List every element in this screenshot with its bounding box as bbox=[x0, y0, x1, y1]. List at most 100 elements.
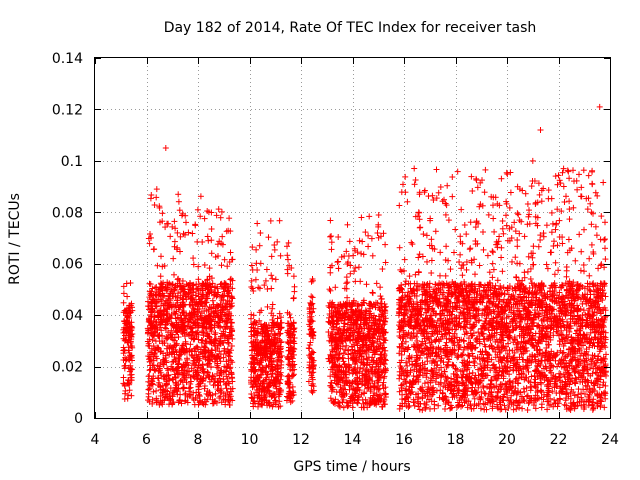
data-point bbox=[167, 233, 174, 240]
data-point bbox=[563, 273, 570, 280]
data-point bbox=[308, 278, 315, 285]
data-point bbox=[192, 222, 199, 229]
data-point bbox=[213, 335, 219, 342]
data-point bbox=[563, 193, 569, 200]
data-point bbox=[218, 208, 225, 215]
data-point bbox=[577, 193, 584, 200]
data-point bbox=[447, 266, 454, 273]
data-point bbox=[127, 353, 134, 360]
data-point bbox=[126, 349, 133, 356]
data-point bbox=[127, 309, 134, 316]
data-point bbox=[225, 394, 232, 401]
data-point bbox=[363, 281, 370, 288]
data-point bbox=[355, 264, 362, 271]
data-point bbox=[125, 337, 132, 343]
data-point bbox=[565, 236, 572, 243]
data-point bbox=[175, 191, 182, 198]
data-point bbox=[176, 352, 183, 359]
data-point bbox=[528, 183, 535, 190]
data-point bbox=[128, 392, 135, 399]
data-point bbox=[249, 266, 256, 273]
data-point bbox=[366, 213, 373, 220]
data-point bbox=[578, 248, 585, 255]
data-point bbox=[352, 278, 359, 285]
data-point bbox=[519, 405, 526, 412]
data-point bbox=[177, 378, 184, 384]
data-point bbox=[165, 329, 171, 336]
data-point bbox=[581, 226, 587, 233]
data-point bbox=[382, 241, 389, 248]
data-point bbox=[524, 407, 531, 413]
data-point bbox=[277, 252, 284, 259]
data-point bbox=[225, 398, 232, 405]
data-point bbox=[602, 245, 608, 252]
data-point bbox=[151, 202, 158, 208]
data-point bbox=[205, 357, 212, 364]
data-point bbox=[377, 284, 384, 291]
data-point bbox=[515, 211, 522, 218]
data-point bbox=[602, 313, 609, 320]
scatter-points bbox=[120, 103, 609, 414]
data-point bbox=[268, 272, 275, 279]
data-point bbox=[597, 236, 604, 243]
data-point bbox=[214, 378, 221, 385]
data-point bbox=[121, 365, 128, 372]
data-point bbox=[252, 276, 259, 283]
data-point bbox=[177, 233, 184, 240]
data-point bbox=[358, 214, 365, 221]
data-point bbox=[208, 226, 215, 232]
data-point bbox=[272, 276, 279, 283]
data-point bbox=[335, 234, 342, 240]
data-point bbox=[204, 362, 211, 369]
data-point bbox=[398, 189, 405, 196]
data-point bbox=[182, 340, 189, 347]
data-point bbox=[190, 255, 197, 262]
data-point bbox=[287, 314, 294, 321]
data-point bbox=[226, 259, 233, 265]
data-point bbox=[219, 233, 226, 240]
data-point bbox=[290, 273, 297, 280]
data-point bbox=[265, 234, 272, 241]
data-point bbox=[498, 254, 505, 261]
data-point bbox=[600, 179, 607, 186]
data-point bbox=[572, 257, 579, 264]
data-point bbox=[257, 230, 264, 236]
data-point bbox=[602, 256, 609, 263]
data-point bbox=[373, 280, 380, 287]
data-point bbox=[206, 313, 213, 319]
data-point bbox=[200, 292, 207, 299]
data-point bbox=[124, 306, 130, 313]
data-point bbox=[268, 285, 275, 292]
data-point bbox=[267, 217, 274, 224]
data-point bbox=[222, 401, 229, 408]
data-point bbox=[194, 206, 201, 213]
data-point bbox=[327, 269, 334, 276]
data-point bbox=[125, 377, 132, 384]
data-point bbox=[124, 293, 131, 300]
data-point bbox=[499, 225, 506, 232]
data-point bbox=[444, 182, 451, 189]
data-point bbox=[500, 230, 507, 237]
data-point bbox=[169, 223, 176, 230]
data-point bbox=[274, 238, 281, 245]
data-point bbox=[126, 387, 133, 394]
data-point bbox=[268, 253, 275, 260]
data-point bbox=[343, 280, 350, 287]
data-point bbox=[309, 294, 316, 301]
data-point bbox=[489, 248, 496, 255]
data-point bbox=[120, 357, 127, 363]
data-point bbox=[166, 375, 173, 382]
data-point bbox=[146, 280, 153, 287]
data-point bbox=[269, 275, 276, 282]
data-point bbox=[518, 297, 525, 304]
data-point bbox=[421, 380, 428, 387]
data-point bbox=[377, 293, 384, 300]
data-point bbox=[509, 258, 515, 265]
data-point bbox=[489, 274, 496, 281]
data-point bbox=[449, 193, 456, 200]
data-point bbox=[290, 295, 297, 302]
data-point bbox=[157, 273, 164, 280]
data-point bbox=[512, 254, 519, 261]
data-point bbox=[170, 255, 177, 262]
data-point bbox=[190, 261, 197, 268]
